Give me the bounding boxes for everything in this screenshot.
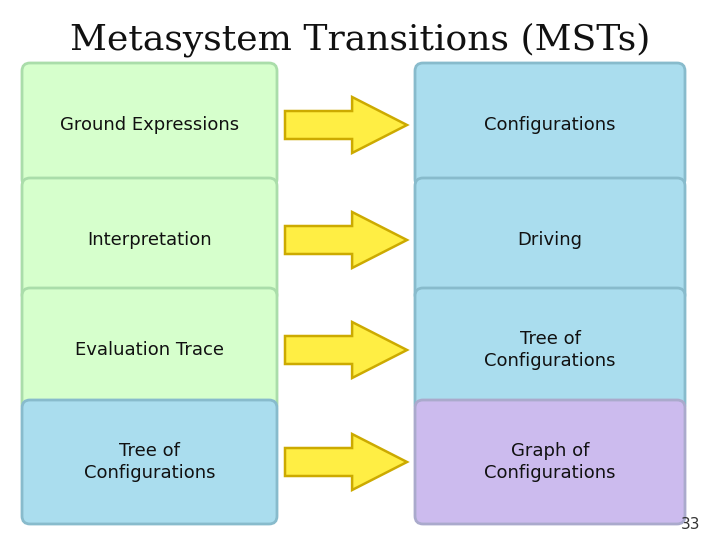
FancyArrow shape [285, 434, 407, 490]
FancyBboxPatch shape [22, 400, 277, 524]
Text: Metasystem Transitions (MSTs): Metasystem Transitions (MSTs) [70, 23, 650, 57]
Text: Interpretation: Interpretation [87, 231, 212, 249]
Text: Evaluation Trace: Evaluation Trace [75, 341, 224, 359]
Text: 33: 33 [680, 517, 700, 532]
Text: Ground Expressions: Ground Expressions [60, 116, 239, 134]
Text: Configurations: Configurations [485, 116, 616, 134]
Text: Tree of
Configurations: Tree of Configurations [84, 442, 215, 482]
FancyBboxPatch shape [22, 63, 277, 187]
FancyBboxPatch shape [415, 178, 685, 302]
Text: Driving: Driving [518, 231, 582, 249]
FancyArrow shape [285, 212, 407, 268]
FancyArrow shape [285, 97, 407, 153]
FancyArrow shape [285, 322, 407, 378]
Text: Graph of
Configurations: Graph of Configurations [485, 442, 616, 482]
FancyBboxPatch shape [415, 63, 685, 187]
Text: Tree of
Configurations: Tree of Configurations [485, 330, 616, 370]
FancyBboxPatch shape [415, 288, 685, 412]
FancyBboxPatch shape [22, 178, 277, 302]
FancyBboxPatch shape [415, 400, 685, 524]
FancyBboxPatch shape [22, 288, 277, 412]
